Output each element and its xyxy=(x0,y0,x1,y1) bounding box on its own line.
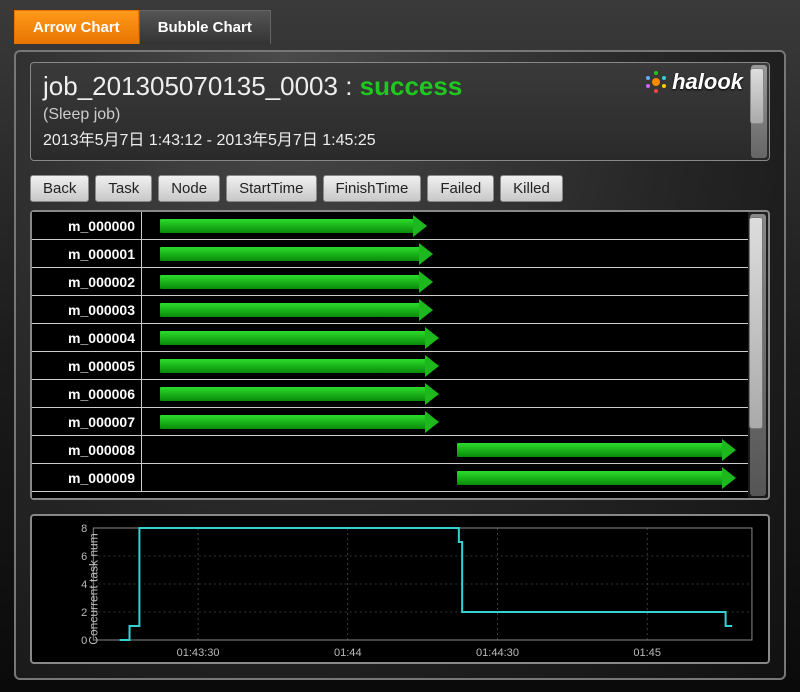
gantt-arrow[interactable] xyxy=(160,415,427,429)
job-header: halook job_201305070135_0003 : success (… xyxy=(30,62,770,161)
gantt-row-label: m_000002 xyxy=(32,268,142,295)
job-daterange: 2013年5月7日 1:43:12 - 2013年5月7日 1:45:25 xyxy=(43,126,757,150)
gantt-arrow[interactable] xyxy=(160,387,427,401)
linechart-svg: 0246801:43:3001:4401:44:3001:45 xyxy=(38,522,762,662)
gantt-arrow[interactable] xyxy=(160,247,421,261)
gantt-body: m_000000m_000001m_000002m_000003m_000004… xyxy=(32,212,748,498)
starttime-button[interactable]: StartTime xyxy=(226,175,316,202)
svg-text:01:44: 01:44 xyxy=(334,647,362,659)
gantt-row: m_000000 xyxy=(32,212,748,240)
finishtime-button[interactable]: FinishTime xyxy=(323,175,422,202)
gantt-arrow[interactable] xyxy=(160,359,427,373)
gantt-arrow[interactable] xyxy=(160,303,421,317)
job-subtitle: (Sleep job) xyxy=(43,106,757,124)
main-panel: halook job_201305070135_0003 : success (… xyxy=(14,50,786,680)
gantt-row-label: m_000001 xyxy=(32,240,142,267)
gantt-arrow[interactable] xyxy=(160,275,421,289)
gantt-bar-area xyxy=(142,464,748,491)
gantt-arrow[interactable] xyxy=(457,443,724,457)
gantt-row: m_000004 xyxy=(32,324,748,352)
gantt-row-label: m_000003 xyxy=(32,296,142,323)
linechart-ylabel: Concurrent task num xyxy=(87,533,101,644)
gantt-row-label: m_000009 xyxy=(32,464,142,491)
svg-text:01:44:30: 01:44:30 xyxy=(476,647,519,659)
job-sep: : xyxy=(338,71,360,101)
svg-text:01:43:30: 01:43:30 xyxy=(177,647,220,659)
gantt-row: m_000009 xyxy=(32,464,748,492)
gantt-bar-area xyxy=(142,352,748,379)
gantt-row: m_000002 xyxy=(32,268,748,296)
gantt-row: m_000003 xyxy=(32,296,748,324)
logo-icon xyxy=(644,70,668,94)
task-button[interactable]: Task xyxy=(95,175,152,202)
tab-bubble-chart[interactable]: Bubble Chart xyxy=(139,10,271,44)
gantt-bar-area xyxy=(142,240,748,267)
tabs-bar: Arrow Chart Bubble Chart xyxy=(0,0,800,44)
gantt-bar-area xyxy=(142,268,748,295)
button-row: Back Task Node StartTime FinishTime Fail… xyxy=(30,175,770,202)
gantt-row: m_000007 xyxy=(32,408,748,436)
gantt-chart: m_000000m_000001m_000002m_000003m_000004… xyxy=(30,210,770,500)
gantt-bar-area xyxy=(142,324,748,351)
gantt-scrollbar[interactable] xyxy=(750,214,766,496)
gantt-row-label: m_000004 xyxy=(32,324,142,351)
job-id: job_201305070135_0003 xyxy=(43,71,338,101)
header-scroll-thumb[interactable] xyxy=(750,68,764,124)
header-scrollbar[interactable] xyxy=(751,65,767,158)
line-chart: Concurrent task num 0246801:43:3001:4401… xyxy=(30,514,770,664)
failed-button[interactable]: Failed xyxy=(427,175,494,202)
gantt-row-label: m_000008 xyxy=(32,436,142,463)
gantt-row: m_000001 xyxy=(32,240,748,268)
status-badge: success xyxy=(360,71,463,101)
gantt-row: m_000005 xyxy=(32,352,748,380)
gantt-row: m_000006 xyxy=(32,380,748,408)
gantt-arrow[interactable] xyxy=(160,331,427,345)
gantt-scroll-thumb[interactable] xyxy=(749,217,763,429)
gantt-row-label: m_000005 xyxy=(32,352,142,379)
gantt-row-label: m_000006 xyxy=(32,380,142,407)
gantt-bar-area xyxy=(142,436,748,463)
gantt-row-label: m_000000 xyxy=(32,212,142,239)
logo-text: halook xyxy=(672,69,743,95)
back-button[interactable]: Back xyxy=(30,175,89,202)
gantt-arrow[interactable] xyxy=(160,219,415,233)
gantt-bar-area xyxy=(142,380,748,407)
gantt-row: m_000008 xyxy=(32,436,748,464)
gantt-row-label: m_000007 xyxy=(32,408,142,435)
tab-arrow-chart[interactable]: Arrow Chart xyxy=(14,10,139,44)
gantt-bar-area xyxy=(142,296,748,323)
gantt-arrow[interactable] xyxy=(457,471,724,485)
gantt-bar-area xyxy=(142,408,748,435)
svg-text:01:45: 01:45 xyxy=(633,647,661,659)
node-button[interactable]: Node xyxy=(158,175,220,202)
killed-button[interactable]: Killed xyxy=(500,175,563,202)
logo: halook xyxy=(644,69,743,95)
gantt-bar-area xyxy=(142,212,748,239)
